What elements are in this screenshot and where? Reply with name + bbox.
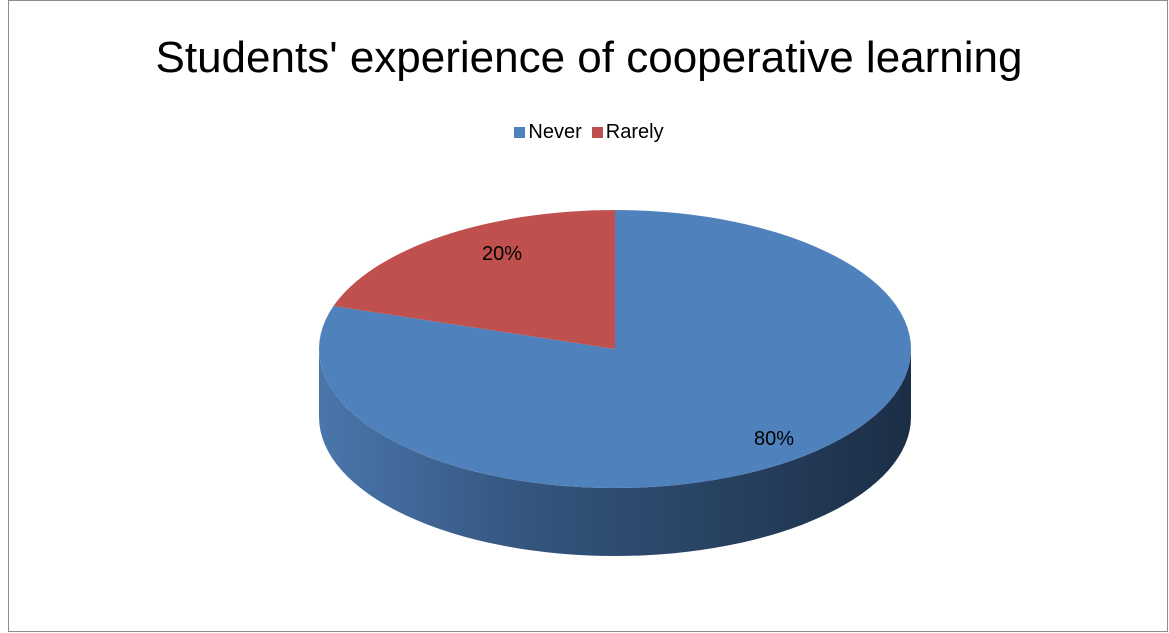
legend-label-never: Never <box>528 121 582 143</box>
pie-side <box>319 349 911 556</box>
chart-area: Students' experience of cooperative lear… <box>8 0 1168 632</box>
legend-swatch-rarely <box>591 127 603 138</box>
pie-layer <box>318 210 912 556</box>
legend: Never Rarely <box>9 121 1169 144</box>
pie-chart: 80% 20% <box>318 210 912 556</box>
data-label-never: 80% <box>754 428 794 450</box>
legend-item-never: Never <box>514 121 582 144</box>
data-label-rarely: 20% <box>482 243 522 265</box>
chart-title: Students' experience of cooperative lear… <box>155 33 1023 82</box>
legend-swatch-never <box>514 127 526 138</box>
legend-item-rarely: Rarely <box>591 121 664 144</box>
pie-slice-rarely <box>333 210 615 349</box>
legend-label-rarely: Rarely <box>605 121 664 143</box>
